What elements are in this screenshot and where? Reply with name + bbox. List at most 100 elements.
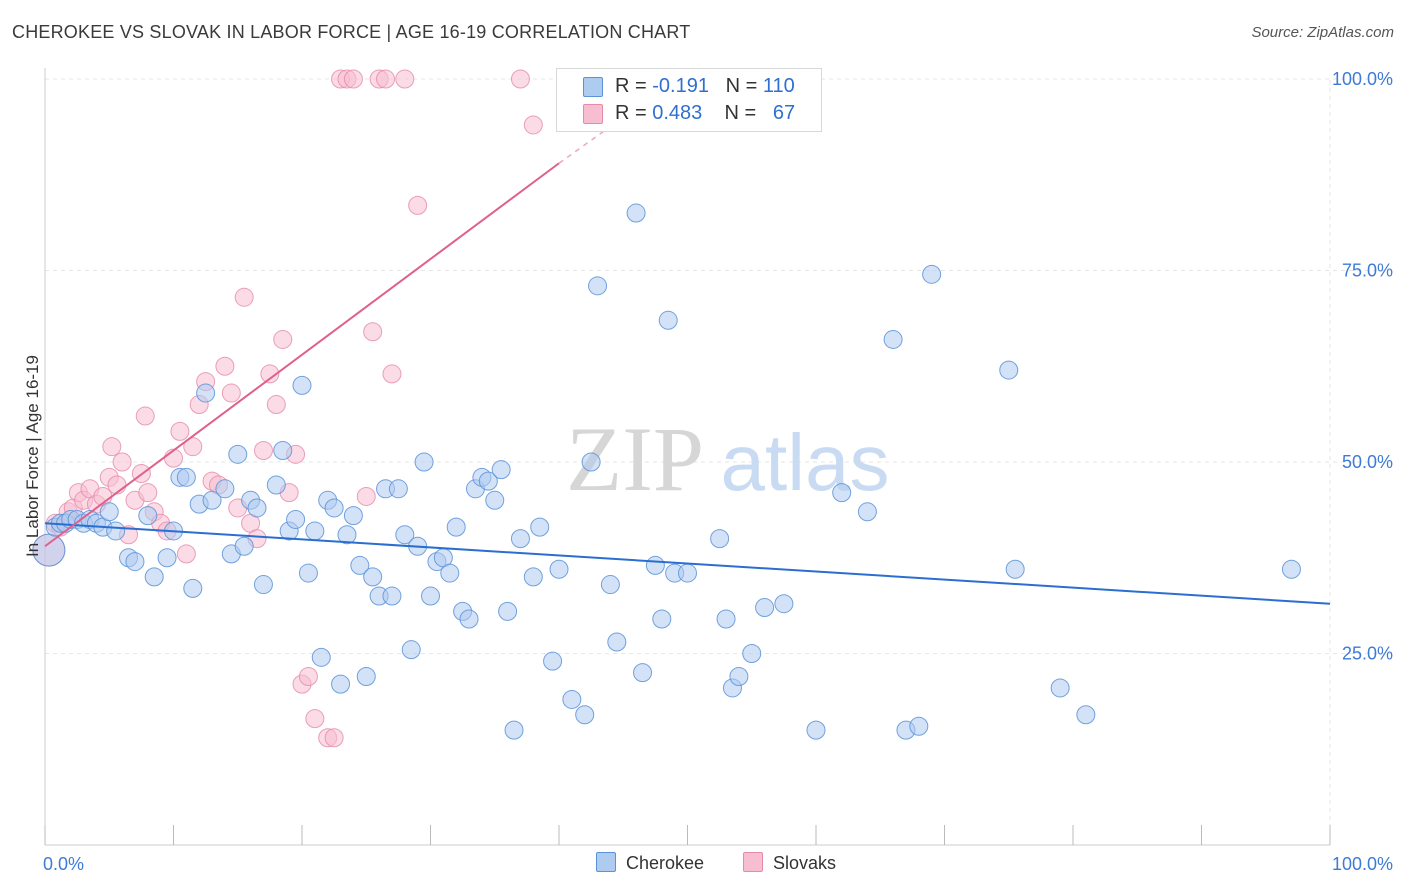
y-tick-label-25: 25.0% <box>1342 644 1393 664</box>
cherokee-point <box>382 586 402 606</box>
slovaks-trend-extension <box>558 116 624 164</box>
cherokee-point <box>298 563 318 583</box>
gridlines <box>45 78 1392 845</box>
slovaks-point <box>215 356 235 376</box>
slovaks-point <box>234 287 254 307</box>
r-label: R = <box>615 102 653 124</box>
slovaks-point <box>382 364 402 384</box>
cherokee-point <box>478 471 498 491</box>
y-axis-label: In Labor Force | Age 16-19 <box>23 355 42 557</box>
cherokee-point <box>607 632 627 652</box>
cherokee-point <box>234 536 254 556</box>
cherokee-point <box>626 203 646 223</box>
slovaks-point <box>221 383 241 403</box>
r-value-slovaks: 0.483 <box>652 102 703 124</box>
cherokee-point <box>99 502 119 522</box>
n-label: N = <box>725 75 763 97</box>
cherokee-point <box>337 525 357 545</box>
cherokee-point <box>196 383 216 403</box>
cherokee-point <box>176 467 196 487</box>
chart-title: CHEROKEE VS SLOVAK IN LABOR FORCE | AGE … <box>12 22 691 42</box>
slovaks-point <box>408 195 428 215</box>
cherokee-point <box>305 521 325 541</box>
legend-label-slovaks: Slovaks <box>773 853 837 873</box>
cherokee-point <box>350 555 370 575</box>
slovaks-point <box>356 486 376 506</box>
slovaks-point <box>260 364 280 384</box>
cherokee-point <box>922 264 942 284</box>
cherokee-point <box>311 647 331 667</box>
cherokee-point <box>1005 559 1025 579</box>
cherokee-point <box>774 594 794 614</box>
slovaks-point <box>107 475 127 495</box>
cherokee-point <box>228 444 248 464</box>
slovaks-point <box>183 437 203 457</box>
cherokee-point <box>253 575 273 595</box>
cherokee-point <box>446 517 466 537</box>
cherokee-point <box>421 586 440 606</box>
cherokee-point <box>266 475 286 495</box>
cherokee-point <box>588 276 608 296</box>
cherokee-point <box>395 525 415 545</box>
cherokee-point <box>678 563 697 583</box>
slovaks-trend-line <box>44 162 560 548</box>
cherokee-point <box>138 506 158 526</box>
slovaks-point <box>343 69 363 89</box>
slovaks-point <box>135 406 155 426</box>
cherokee-point <box>1281 559 1301 579</box>
slovaks-point <box>376 69 396 89</box>
cherokee-point <box>909 716 929 736</box>
slovaks-points <box>32 69 543 748</box>
slovaks-point <box>324 728 344 748</box>
cherokee-point <box>324 498 344 518</box>
slovaks-point <box>273 329 293 349</box>
cherokee-point <box>106 521 126 541</box>
slovaks-point <box>266 395 286 415</box>
cherokee-point <box>510 529 530 549</box>
r-label: R = <box>615 75 653 97</box>
watermark: ZIP atlas <box>566 408 889 510</box>
cherokee-point <box>491 460 511 480</box>
cherokee-point <box>710 529 730 549</box>
r-value-cherokee: -0.191 <box>652 75 709 97</box>
legend-label-cherokee: Cherokee <box>626 853 705 873</box>
source-label: Source: ZipAtlas.com <box>1251 24 1394 41</box>
tick-labels: 25.0% 50.0% 75.0% 100.0% 0.0% 100.0% <box>43 69 1393 874</box>
cherokee-point <box>183 578 203 598</box>
slovaks-point <box>170 421 190 441</box>
cherokee-point <box>440 563 460 583</box>
cherokee-point <box>459 609 479 629</box>
slovaks-swatch <box>743 852 763 872</box>
slovaks-point <box>298 666 318 686</box>
watermark-atlas: atlas <box>721 418 890 507</box>
slovaks-point <box>164 448 183 468</box>
cherokee-point <box>530 517 550 537</box>
cherokee-point <box>388 479 408 499</box>
n-value-cherokee: 110 <box>762 75 795 97</box>
slovaks-point <box>253 441 273 461</box>
cherokee-swatch <box>583 77 603 97</box>
cherokee-point <box>806 720 826 740</box>
legend-item-cherokee[interactable]: Cherokee <box>596 852 704 874</box>
cherokee-point <box>363 567 383 587</box>
cherokee-point <box>401 640 421 660</box>
slovaks-point <box>138 483 158 503</box>
cherokee-trend-line <box>44 522 1331 605</box>
cherokee-point <box>331 674 351 694</box>
trend-lines <box>44 116 1331 605</box>
cherokee-point <box>414 452 434 472</box>
slovaks-point <box>363 322 383 342</box>
correlation-legend: R = -0.191 N = 110 R = 0.483 N = 67 <box>556 68 822 132</box>
cherokee-point <box>543 651 563 671</box>
cherokee-point <box>581 452 601 472</box>
legend-item-slovaks[interactable]: Slovaks <box>743 852 836 874</box>
cherokee-point <box>292 375 312 395</box>
cherokee-point <box>273 441 293 461</box>
slovaks-point <box>305 709 325 729</box>
slovaks-point <box>102 437 122 457</box>
slovaks-swatch <box>583 104 603 124</box>
y-tick-label-75: 75.0% <box>1342 261 1393 281</box>
cherokee-point <box>652 609 672 629</box>
cherokee-point <box>343 506 363 526</box>
